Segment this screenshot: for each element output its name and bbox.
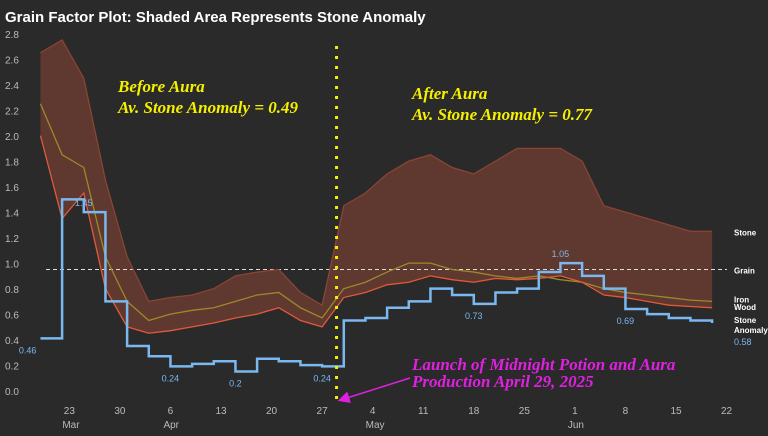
chart-title: Grain Factor Plot: Shaded Area Represent… [5,9,426,26]
data-label: 0.69 [617,316,635,326]
series-label: Stone Anomaly [734,316,768,335]
y-tick-label: 2.6 [5,56,19,67]
x-month-label: May [366,420,385,431]
y-tick-label: 2.0 [5,132,19,143]
series-line [40,39,713,307]
series-line [40,198,714,373]
annotation: Av. Stone Anomaly = 0.49 [117,98,299,117]
y-tick-label: 1.0 [5,260,19,271]
x-month-label: Jun [568,420,584,431]
x-tick-label: 11 [418,406,429,417]
data-label: 0.2 [229,379,242,389]
x-tick-label: 23 [64,406,76,417]
x-tick-label: 20 [266,406,278,417]
x-month-label: Apr [163,420,179,431]
series-label: Wood [734,303,756,312]
y-tick-label: 0.2 [5,362,19,373]
data-label: 1.45 [75,198,93,208]
x-tick-label: 30 [114,406,126,417]
data-label: 0.73 [465,311,483,321]
x-tick-label: 15 [670,406,682,417]
shaded-area [40,40,713,334]
y-tick-label: 2.4 [5,81,19,92]
y-tick-label: 0.4 [5,336,19,347]
event-label: Launch of Midnight Potion and Aura [411,355,676,374]
data-label: 0.46 [19,345,37,355]
y-tick-label: 1.6 [5,183,19,194]
series-label: Iron [734,295,749,304]
y-tick-label: 1.2 [5,234,19,245]
series-line [39,103,713,322]
x-tick-label: 8 [623,406,629,417]
x-tick-label: 4 [370,406,376,417]
series-label: Stone [734,228,757,237]
event-arrow [337,377,411,404]
y-tick-label: 2.8 [5,30,19,41]
y-tick-label: 1.8 [5,158,19,169]
x-tick-label: 1 [572,406,578,417]
x-tick-label: 27 [317,406,329,417]
x-tick-label: 22 [721,406,733,417]
x-tick-label: 13 [215,406,227,417]
event-label: Production April 29, 2025 [411,372,594,391]
x-tick-label: 18 [468,406,480,417]
data-label: 0.24 [313,373,331,383]
y-tick-label: 0.8 [5,285,19,296]
x-tick-label: 6 [168,406,174,417]
reference-label: Grain [734,267,755,276]
y-tick-label: 1.4 [5,209,19,220]
data-label: 0.24 [162,373,180,383]
y-tick-label: 0.6 [5,311,19,322]
annotation: After Aura [411,84,488,103]
x-month-label: Mar [62,420,80,431]
y-tick-label: 0.0 [5,387,19,398]
series-line [39,135,713,334]
data-label: 1.05 [552,249,570,259]
annotation: Av. Stone Anomaly = 0.77 [411,105,594,124]
y-tick-label: 2.2 [5,107,19,118]
x-tick-label: 25 [519,406,531,417]
annotation: Before Aura [117,77,205,96]
data-label: 0.58 [734,337,752,347]
